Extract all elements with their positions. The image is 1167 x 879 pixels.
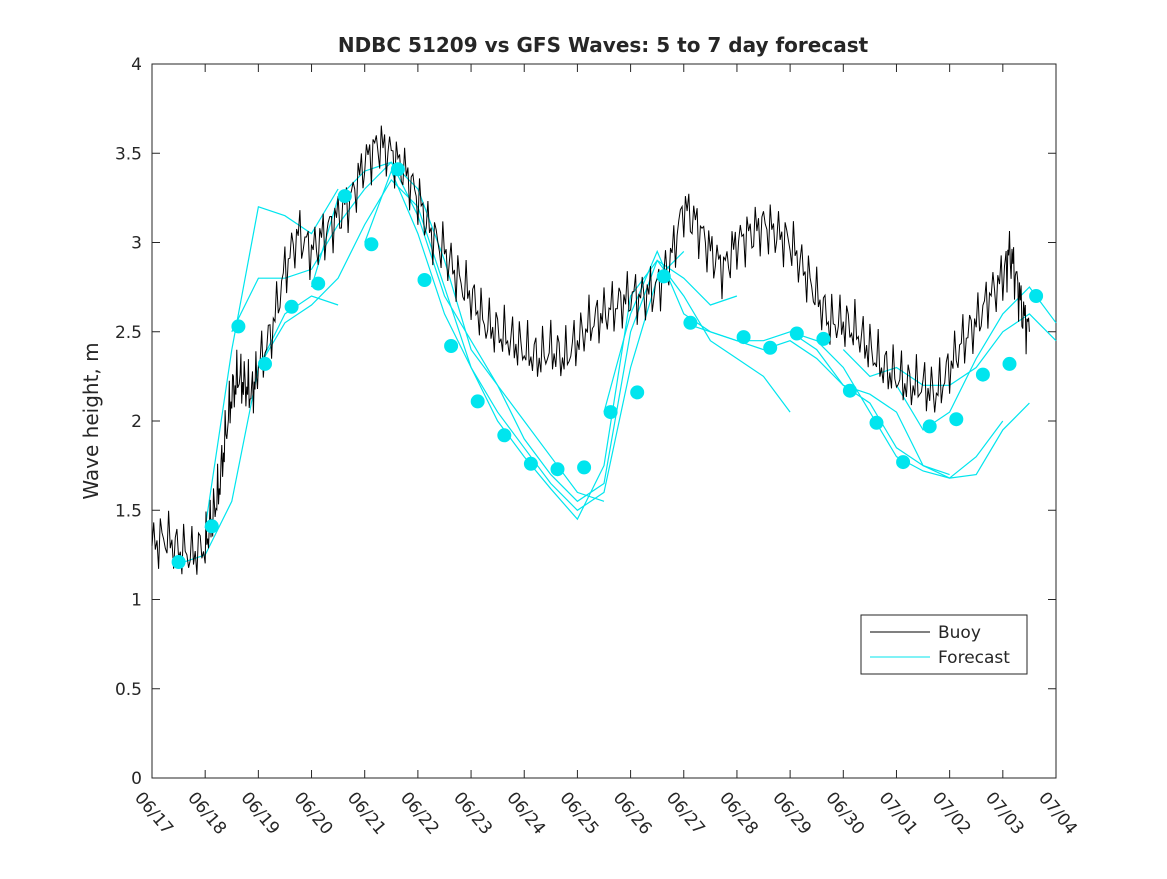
y-tick-label: 1 [131, 591, 142, 611]
forecast-marker [869, 415, 884, 430]
legend: Buoy Forecast [860, 614, 1028, 675]
forecast-run-line [603, 249, 950, 476]
forecast-marker [284, 299, 299, 314]
forecast-marker [337, 189, 352, 204]
legend-box [860, 614, 1028, 675]
forecast-marker [949, 412, 964, 427]
forecast-marker [630, 385, 645, 400]
forecast-marker [1029, 289, 1044, 303]
y-tick-label: 2.5 [115, 323, 142, 343]
forecast-marker [603, 405, 618, 420]
forecast-marker [789, 326, 804, 341]
legend-forecast-label: Forecast [938, 648, 1010, 668]
y-tick-label: 3 [131, 234, 142, 254]
forecast-marker [497, 428, 512, 443]
forecast-marker [763, 340, 778, 355]
forecast-marker [417, 273, 432, 287]
forecast-run-line [231, 161, 605, 502]
forecast-marker [470, 394, 485, 409]
forecast-marker [364, 237, 379, 252]
forecast-marker [1002, 356, 1017, 371]
forecast-marker [975, 367, 990, 382]
forecast-marker [258, 356, 272, 371]
y-tick-label: 4 [131, 55, 142, 75]
y-tick-label: 2 [131, 412, 142, 432]
forecast-run-line [895, 286, 1057, 431]
forecast-run-line [204, 188, 339, 529]
forecast-marker [577, 460, 592, 475]
forecast-marker [171, 555, 186, 569]
y-axis-label: Wave height, m [79, 342, 103, 499]
forecast-marker [656, 269, 671, 284]
chart-title: NDBC 51209 vs GFS Waves: 5 to 7 day fore… [338, 33, 869, 57]
forecast-marker [550, 462, 565, 477]
forecast-marker [444, 339, 459, 353]
forecast-marker [311, 276, 326, 291]
forecast-marker [842, 383, 857, 398]
y-tick-label: 0 [131, 769, 142, 789]
y-tick-label: 0.5 [115, 680, 142, 700]
forecast-marker [683, 315, 698, 330]
forecast-run-line [364, 169, 791, 521]
y-tick-label: 1.5 [115, 501, 142, 521]
legend-buoy-label: Buoy [938, 623, 981, 643]
forecast-marker [390, 162, 405, 177]
forecast-marker [736, 330, 751, 345]
forecast-marker [523, 456, 538, 471]
forecast-marker [231, 319, 246, 334]
forecast-marker [816, 331, 831, 346]
forecast-marker [204, 519, 219, 534]
forecast-marker [896, 455, 911, 470]
y-tick-label: 3.5 [115, 144, 142, 164]
forecast-marker [922, 419, 937, 434]
